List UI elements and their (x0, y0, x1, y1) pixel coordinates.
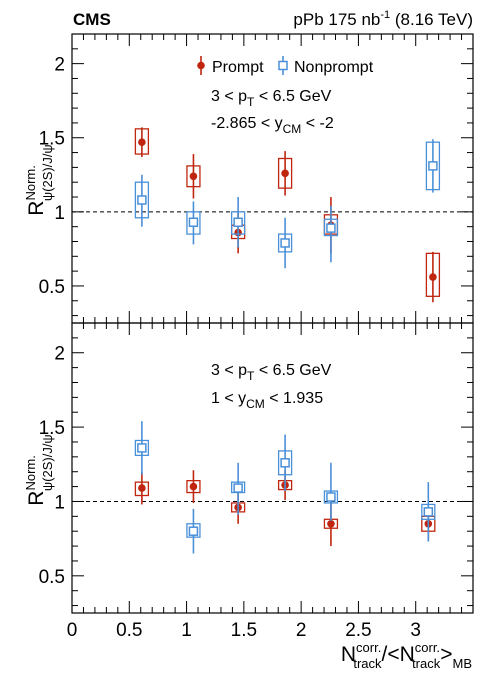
syst-error-box (134, 439, 150, 457)
data-point (280, 238, 290, 248)
syst-error-box (277, 233, 293, 253)
y-tick-label: 1.5 (39, 418, 65, 439)
plot-frame (71, 322, 474, 614)
y-axis-label-bottom: RNorm. ψ(2S)/J/ψ (23, 434, 55, 505)
syst-error-box (134, 481, 150, 497)
plot-frame (71, 33, 474, 324)
kinematic-annotation: 3 < pT < 6.5 GeV (211, 88, 332, 109)
panel-bottom: 0.5 1 1.5 2 0 0.5 1 1.5 2 2.5 3 3 < pT < 6.5 GeV 1 <… (39, 322, 474, 641)
syst-error-box (134, 181, 150, 219)
data-point (233, 217, 243, 227)
syst-error-box (277, 450, 293, 476)
kinematic-annotation: 3 < pT < 6.5 GeV (211, 362, 332, 383)
panel-top: 0.5 1 1.5 2 3 < pT < 6.5 GeV -2.865 < yCM < -… (39, 33, 474, 324)
data-point (189, 482, 198, 491)
y-tick-label: 1.5 (39, 129, 65, 150)
y-tick-label: 1 (54, 203, 65, 224)
kinematic-annotation: -2.865 < yCM < -2 (211, 115, 334, 136)
y-tick-label: 0.5 (39, 277, 65, 298)
legend-prompt-marker (197, 61, 205, 70)
experiment-label: CMS (73, 10, 111, 29)
data-point (137, 195, 147, 205)
data-point (188, 217, 199, 227)
data-point (428, 161, 438, 171)
x-tick-label: 1 (181, 620, 192, 641)
legend: Prompt Nonprompt (197, 56, 374, 76)
series-nonprompt (134, 139, 441, 269)
syst-error-box (277, 157, 293, 189)
y-tick-label: 2 (54, 55, 65, 76)
data-point (429, 273, 437, 281)
syst-error-box (323, 218, 339, 237)
kinematic-annotation: 1 < yCM < 1.935 (211, 390, 323, 411)
data-point (423, 507, 434, 517)
x-tick-label: 3 (410, 620, 421, 641)
legend-prompt-label: Prompt (212, 59, 264, 76)
x-tick-label: 1.5 (231, 620, 257, 641)
luminosity-label: pPb 175 nb-1 (8.16 TeV) (293, 9, 473, 29)
x-tick-label: 2.5 (345, 620, 371, 641)
svg-text:RNorm.ψ(2S)/J/ψ: RNorm. ψ(2S)/J/ψ (23, 434, 55, 505)
series-prompt (134, 127, 441, 303)
x-tick-label: 2 (296, 620, 307, 641)
y-axis-label-top: RNorm. ψ(2S)/J/ψ (23, 144, 55, 215)
data-point (280, 458, 290, 468)
data-point (189, 172, 198, 181)
syst-error-box (186, 211, 201, 235)
y-tick-label: 0.5 (39, 567, 65, 588)
data-point (326, 492, 336, 502)
x-tick-label: 0 (67, 620, 78, 641)
syst-error-box (134, 128, 150, 155)
y-tick-label: 2 (54, 344, 65, 365)
syst-error-box (425, 141, 441, 191)
data-point (188, 526, 199, 536)
data-point (326, 223, 336, 233)
syst-error-box (186, 165, 201, 188)
syst-error-box (323, 490, 339, 504)
data-point (138, 138, 146, 146)
syst-error-box (186, 479, 201, 494)
x-tick-label: 0.5 (116, 620, 142, 641)
syst-error-box (230, 211, 246, 235)
data-point (137, 443, 147, 453)
syst-error-box (421, 503, 436, 520)
data-point (138, 484, 146, 492)
series-nonprompt (134, 421, 436, 554)
syst-error-box (425, 252, 441, 297)
y-tick-label: 1 (54, 492, 65, 513)
x-axis-label: Ncorr. track/<Ncorr. track>MB (341, 640, 472, 671)
legend-nonprompt-marker (278, 60, 288, 71)
syst-error-box (186, 523, 201, 538)
data-point (281, 169, 289, 178)
svg-text:RNorm.ψ(2S)/J/ψ: RNorm. ψ(2S)/J/ψ (23, 144, 55, 215)
data-point (327, 519, 335, 528)
legend-nonprompt-label: Nonprompt (294, 59, 374, 76)
data-point (233, 483, 243, 493)
panels: 0.5 1 1.5 2 3 < pT < 6.5 GeV -2.865 < yCM < -… (39, 33, 474, 641)
